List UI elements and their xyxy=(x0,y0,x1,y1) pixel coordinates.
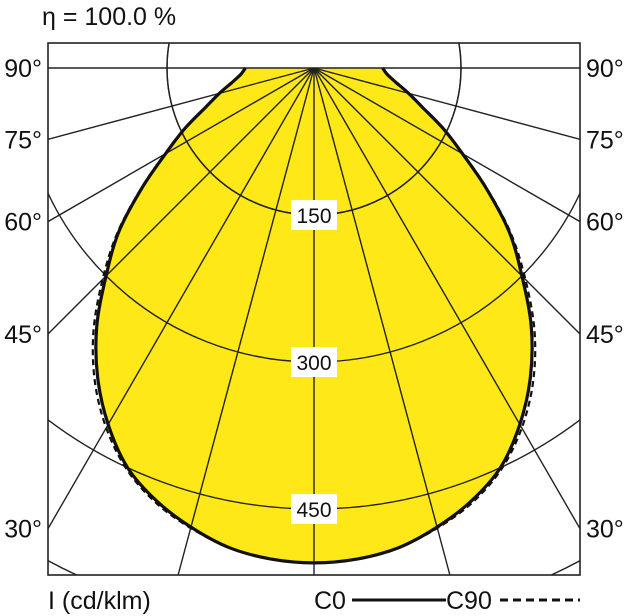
ring-label-bg-450 xyxy=(291,494,337,524)
angle-label-right-90: 90° xyxy=(586,55,624,83)
ring-label-300: 300 xyxy=(296,352,331,375)
right-angle-labels: 90° 75° 60° 45° 30° xyxy=(586,55,624,544)
left-angle-labels: 90° 75° 60° 45° 30° xyxy=(4,55,42,544)
legend-label-c90: C90 xyxy=(446,587,492,615)
ring-label-bg-150 xyxy=(291,200,337,230)
angle-label-right-45: 45° xyxy=(586,321,624,349)
radial-grid-line-60-right xyxy=(313,67,580,223)
unit-label: I (cd/klm) xyxy=(48,587,151,615)
radial-grid-line-15-right xyxy=(313,67,451,575)
angle-label-left-75: 75° xyxy=(4,126,42,154)
distribution-curves xyxy=(91,67,537,565)
efficiency-label: η = 100.0 % xyxy=(42,3,176,31)
radial-grid-line-60-left xyxy=(48,67,315,223)
radial-grid-line-45-left xyxy=(48,67,315,335)
angle-label-left-90: 90° xyxy=(4,55,42,83)
angle-label-left-45: 45° xyxy=(4,321,42,349)
angle-label-left-60: 60° xyxy=(4,209,42,237)
radial-grid-line-30-left xyxy=(48,67,315,530)
plot-frame xyxy=(47,42,581,576)
angle-label-right-75: 75° xyxy=(586,126,624,154)
ring-label-150: 150 xyxy=(296,205,331,228)
radial-grid-line-75-left xyxy=(48,67,315,140)
radial-grid-line-15-left xyxy=(177,67,315,575)
angle-label-right-30: 30° xyxy=(586,516,624,544)
angle-label-right-60: 60° xyxy=(586,209,624,237)
radial-grid-line-30-right xyxy=(313,67,580,530)
radial-grid-line-45-right xyxy=(313,67,580,335)
legend-label-c0: C0 xyxy=(314,587,346,615)
curve-c90 xyxy=(91,67,537,565)
radial-grid-line-75-right xyxy=(313,67,580,140)
ring-label-bg-300 xyxy=(291,347,337,377)
angle-label-left-30: 30° xyxy=(4,516,42,544)
legend: C0 C90 xyxy=(314,587,580,615)
ring-label-450: 450 xyxy=(296,499,331,522)
ring-labels: 150 300 450 xyxy=(291,200,337,524)
